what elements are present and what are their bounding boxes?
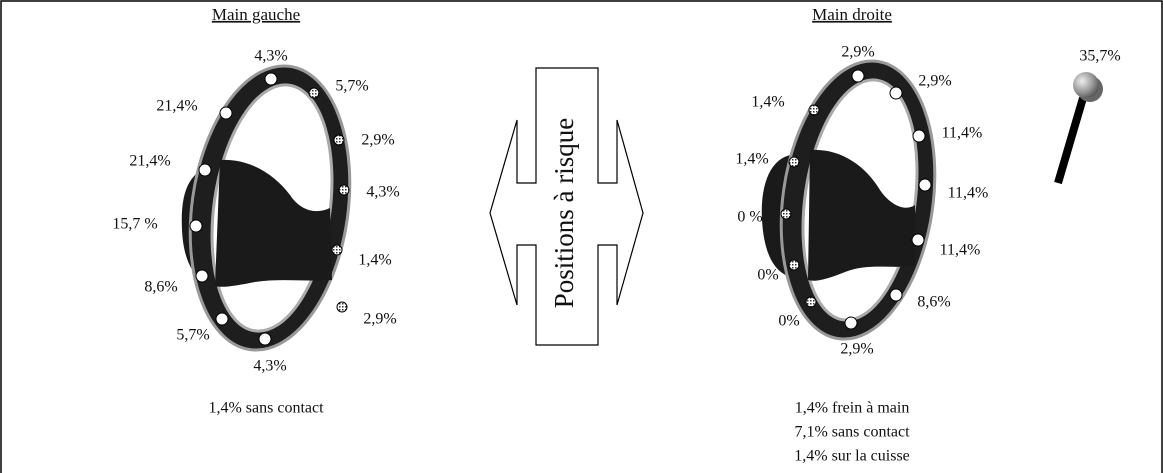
percent-label: 15,7 %: [112, 216, 157, 233]
right-wheel: [761, 59, 937, 341]
hand-position-dot: [308, 87, 320, 99]
hand-position-dot: [911, 233, 925, 247]
hand-position-dot: [219, 106, 233, 120]
percent-label: 21,4%: [156, 98, 197, 115]
footer-line: 7,1% sans contact: [794, 424, 910, 441]
hand-position-dot: [258, 332, 272, 346]
hand-position-dot: [189, 219, 203, 233]
percent-label: 2,9%: [918, 73, 951, 90]
hand-position-dot: [889, 288, 903, 302]
hand-position-dot: [333, 134, 345, 146]
percent-label: 2,9%: [361, 132, 394, 149]
percent-label: 5,7%: [335, 78, 368, 95]
hand-position-dot: [889, 86, 903, 100]
left-wheel: [181, 64, 352, 352]
footer-line: 1,4% sans contact: [208, 400, 324, 417]
hand-position-dot: [805, 296, 817, 308]
percent-label: 1,4%: [358, 252, 391, 269]
percent-label: 11,4%: [942, 125, 983, 142]
percent-label: 1,4%: [751, 94, 784, 111]
hand-position-dot: [198, 163, 212, 177]
percent-label: 1,4%: [735, 151, 768, 168]
hand-position-dot: [780, 208, 792, 220]
percent-label: 21,4%: [129, 153, 170, 170]
gear-lever: [1054, 72, 1103, 185]
hand-position-dot: [851, 69, 865, 83]
percent-label: 11,4%: [940, 242, 981, 259]
hand-position-dot: [264, 72, 278, 86]
percent-label: 2,9%: [840, 341, 873, 358]
hand-position-dot: [808, 104, 820, 116]
hand-position-dot: [195, 269, 209, 283]
lever-label: 35,7%: [1079, 48, 1120, 65]
hand-position-dot: [331, 244, 343, 256]
right-title: Main droite: [812, 5, 892, 24]
percent-label: 0%: [778, 313, 799, 330]
percent-label: 0%: [757, 267, 778, 284]
percent-label: 5,7%: [176, 327, 209, 344]
hand-position-dot: [215, 312, 229, 326]
arrow-label: Positions à risque: [549, 118, 579, 309]
percent-label: 2,9%: [363, 311, 396, 328]
footer-line: 1,4% frein à main: [795, 400, 910, 417]
hand-position-dot: [912, 129, 926, 143]
left-title: Main gauche: [212, 5, 300, 24]
percent-label: 0 %: [737, 209, 762, 226]
hand-position-dot: [788, 259, 800, 271]
percent-label: 4,3%: [253, 358, 286, 375]
footer-line: 1,4% sur la cuisse: [794, 448, 910, 465]
hand-position-dot: [336, 301, 348, 313]
percent-label: 4,3%: [254, 48, 287, 65]
percent-label: 11,4%: [948, 185, 989, 202]
hand-position-dot: [918, 178, 932, 192]
hand-position-dot: [844, 316, 858, 330]
hand-position-dot: [788, 156, 800, 168]
hand-position-dot: [338, 184, 350, 196]
percent-label: 8,6%: [144, 279, 177, 296]
percent-label: 4,3%: [366, 184, 399, 201]
percent-label: 8,6%: [917, 294, 950, 311]
percent-label: 2,9%: [841, 44, 874, 61]
risk-arrow: [489, 67, 644, 346]
